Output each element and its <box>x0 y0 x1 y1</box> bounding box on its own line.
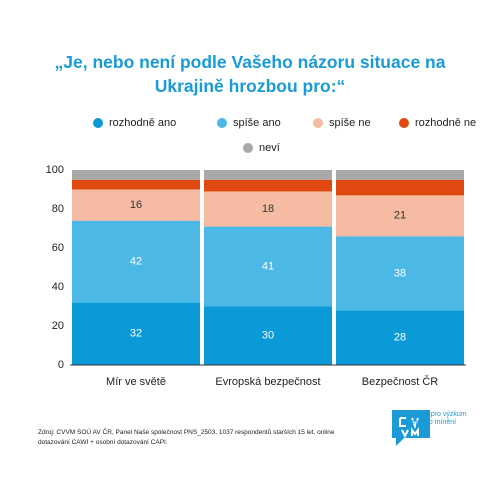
legend-swatch <box>399 118 409 128</box>
bar-segment <box>336 170 464 180</box>
bar-segment <box>72 179 200 190</box>
bar-segment <box>336 236 464 311</box>
data-label: 38 <box>394 267 406 279</box>
y-tick-label: 0 <box>58 359 64 371</box>
bar-segment <box>72 170 200 180</box>
logo-icon <box>392 410 430 446</box>
legend-swatch <box>93 118 103 128</box>
bar-segment <box>336 195 464 237</box>
y-tick-label: 20 <box>52 320 64 332</box>
data-label: 21 <box>394 210 406 222</box>
data-label: 41 <box>262 260 274 272</box>
bar-segment <box>204 191 332 227</box>
bar-segment <box>204 170 332 180</box>
y-tick-label: 80 <box>52 203 64 215</box>
x-tick-label: Bezpečnost ČR <box>362 375 438 388</box>
data-label: 42 <box>130 256 142 268</box>
x-tick-label: Evropská bezpečnost <box>215 376 320 388</box>
bar-segment <box>204 179 332 192</box>
legend-label: rozhodně ne <box>415 117 476 129</box>
chart-title: „Je, nebo není podle Vašeho názoru situa… <box>54 52 446 96</box>
bar-segment <box>72 302 200 365</box>
legend-label: rozhodně ano <box>109 117 176 129</box>
data-label: 30 <box>262 330 274 342</box>
bar-segment <box>72 189 200 221</box>
legend-label: spíše ano <box>233 117 281 129</box>
legend-swatch <box>243 143 253 153</box>
legend-label: neví <box>259 142 280 154</box>
data-label: 28 <box>394 332 406 344</box>
legend-label: spíše ne <box>329 117 371 129</box>
bar-segment <box>204 226 332 307</box>
bar-segment <box>336 310 464 365</box>
legend-swatch <box>313 118 323 128</box>
bar-segment <box>72 220 200 303</box>
x-tick-label: Mír ve světě <box>106 376 166 388</box>
legend-swatch <box>217 118 227 128</box>
y-tick-label: 100 <box>46 164 64 176</box>
bar-segment <box>336 179 464 196</box>
data-label: 16 <box>130 199 142 211</box>
data-label: 18 <box>262 203 274 215</box>
y-tick-label: 60 <box>52 242 64 254</box>
y-tick-label: 40 <box>52 281 64 293</box>
bar-segment <box>204 306 332 365</box>
logo-text: Centrum pro výzkum veřejného mínění <box>402 411 467 426</box>
data-label: 32 <box>130 328 142 340</box>
source-note: Zdroj: CVVM SOÚ AV ČR, Panel Naše společ… <box>38 429 335 446</box>
